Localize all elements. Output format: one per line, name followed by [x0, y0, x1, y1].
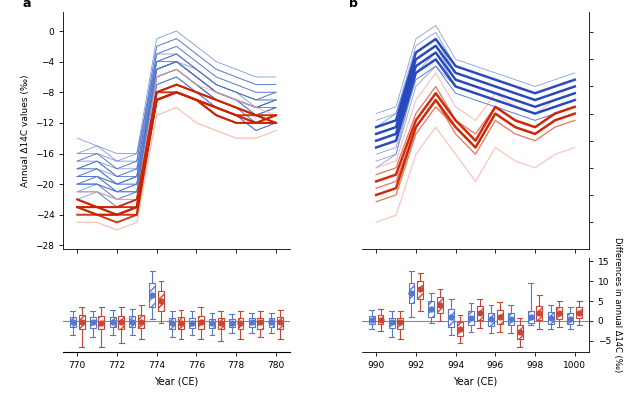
Bar: [237, 318, 244, 329]
Bar: [548, 312, 553, 324]
Bar: [517, 325, 522, 339]
Bar: [189, 318, 195, 328]
Bar: [118, 316, 124, 329]
Bar: [118, 316, 124, 329]
Bar: [398, 318, 403, 329]
Bar: [258, 318, 263, 329]
Bar: [437, 297, 443, 313]
Bar: [197, 316, 204, 329]
Bar: [169, 318, 175, 329]
Bar: [517, 325, 522, 339]
Bar: [457, 322, 463, 336]
Text: a: a: [23, 0, 31, 10]
Bar: [488, 313, 494, 326]
Bar: [497, 310, 503, 324]
Bar: [528, 311, 534, 323]
Bar: [149, 283, 155, 307]
Bar: [189, 318, 195, 328]
Bar: [229, 319, 235, 327]
Bar: [277, 317, 283, 329]
Bar: [536, 306, 542, 320]
Bar: [249, 318, 254, 327]
Bar: [528, 311, 534, 323]
Bar: [437, 297, 443, 313]
Bar: [130, 316, 135, 327]
Bar: [369, 316, 375, 324]
Bar: [218, 318, 223, 329]
Bar: [70, 317, 76, 327]
Bar: [477, 306, 483, 320]
Y-axis label: Annual Δ14C values (‰): Annual Δ14C values (‰): [21, 74, 30, 187]
Bar: [408, 283, 415, 303]
Bar: [556, 307, 562, 319]
Bar: [377, 315, 384, 324]
Bar: [130, 316, 135, 327]
Bar: [567, 313, 573, 324]
Bar: [417, 281, 423, 299]
Bar: [99, 316, 104, 329]
Bar: [138, 315, 144, 328]
Bar: [369, 316, 375, 324]
X-axis label: Year (CE): Year (CE): [453, 376, 498, 386]
Bar: [548, 312, 553, 324]
Bar: [508, 313, 514, 325]
Bar: [138, 315, 144, 328]
Bar: [277, 317, 283, 329]
Bar: [389, 318, 394, 328]
Bar: [249, 318, 254, 327]
Bar: [268, 318, 275, 327]
Bar: [408, 283, 415, 303]
Text: b: b: [349, 0, 358, 10]
Bar: [158, 291, 164, 311]
Bar: [488, 313, 494, 326]
Bar: [149, 283, 155, 307]
Bar: [429, 301, 434, 317]
Bar: [576, 307, 582, 318]
Bar: [237, 318, 244, 329]
Bar: [448, 309, 454, 327]
Bar: [99, 316, 104, 329]
Bar: [457, 322, 463, 336]
Bar: [477, 306, 483, 320]
Bar: [178, 317, 184, 329]
Bar: [536, 306, 542, 320]
Bar: [468, 311, 474, 325]
Bar: [567, 313, 573, 324]
Bar: [70, 317, 76, 327]
Y-axis label: Differences in annual Δ14C (‰): Differences in annual Δ14C (‰): [613, 237, 622, 373]
Bar: [229, 319, 235, 327]
Bar: [417, 281, 423, 299]
Bar: [209, 319, 215, 328]
Bar: [90, 317, 96, 328]
Bar: [78, 315, 85, 329]
Bar: [78, 315, 85, 329]
Bar: [110, 317, 116, 327]
Bar: [398, 318, 403, 329]
Bar: [448, 309, 454, 327]
Bar: [429, 301, 434, 317]
Bar: [158, 291, 164, 311]
Bar: [497, 310, 503, 324]
Bar: [389, 318, 394, 328]
Bar: [508, 313, 514, 325]
Bar: [556, 307, 562, 319]
X-axis label: Year (CE): Year (CE): [154, 376, 199, 386]
Bar: [268, 318, 275, 327]
Bar: [197, 316, 204, 329]
Bar: [258, 318, 263, 329]
Bar: [218, 318, 223, 329]
Bar: [576, 307, 582, 318]
Bar: [110, 317, 116, 327]
Bar: [178, 317, 184, 329]
Bar: [209, 319, 215, 328]
Bar: [468, 311, 474, 325]
Bar: [377, 315, 384, 324]
Bar: [90, 317, 96, 328]
Bar: [169, 318, 175, 329]
